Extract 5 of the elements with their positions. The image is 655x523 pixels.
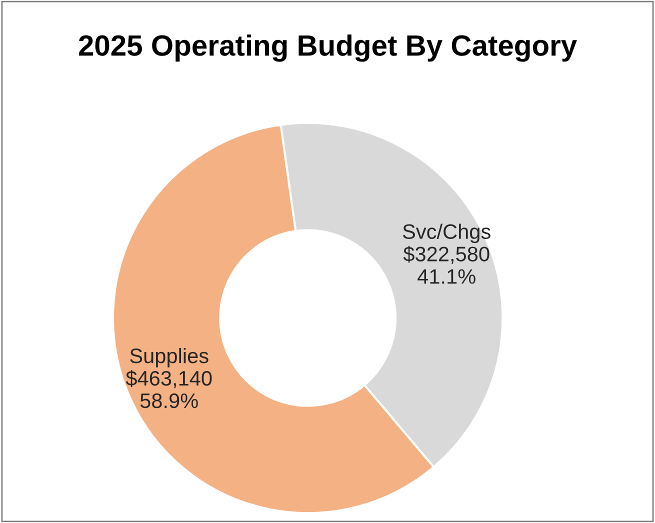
slice-label: Svc/Chgs (402, 224, 490, 244)
slice-label: Supplies (130, 348, 208, 368)
data-label: $463,140 58.9% (126, 370, 212, 408)
data-label: $322,580 41.1% (403, 246, 490, 284)
chart-title: 2025 Operating Budget By Category (78, 34, 577, 62)
